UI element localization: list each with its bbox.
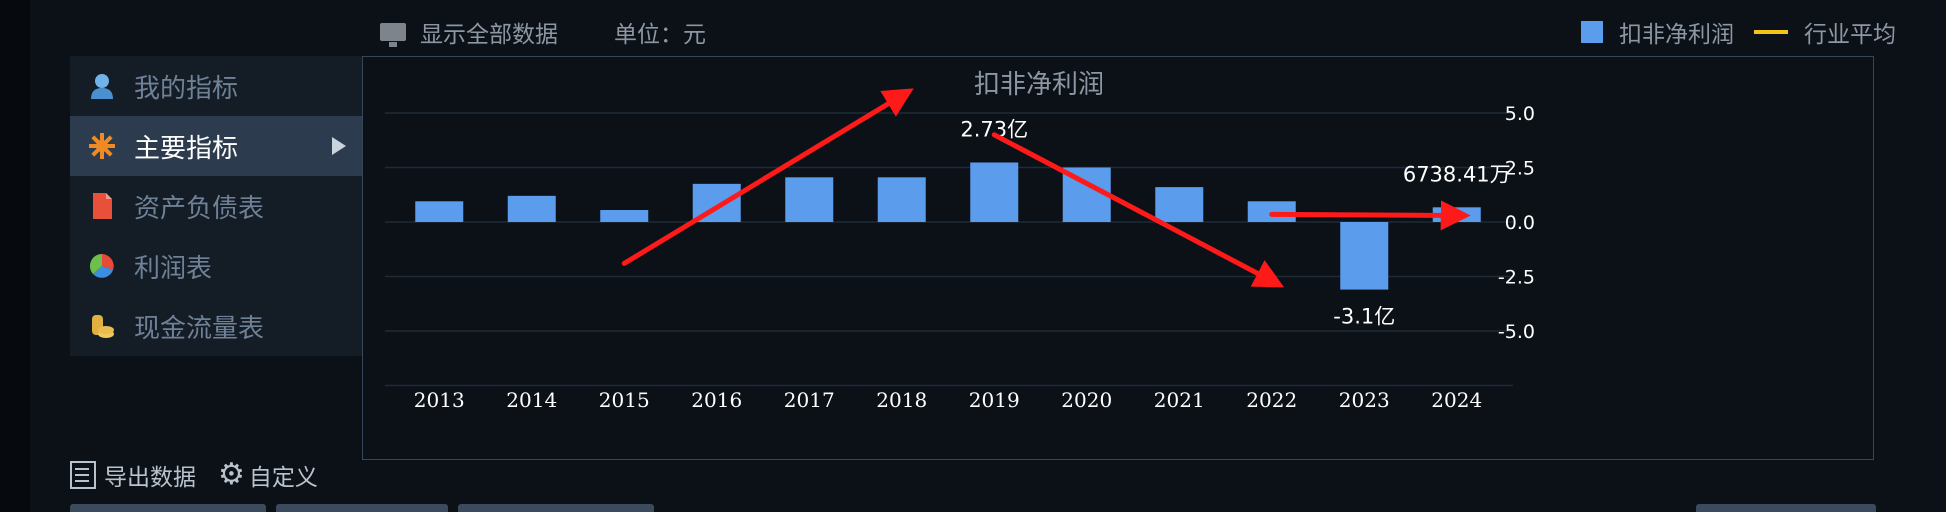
sidebar-item-label: 资产负债表 (134, 193, 265, 224)
sidebar-item-main-indicators[interactable]: 主要指标 (70, 116, 362, 176)
x-tick-label: 2014 (506, 388, 557, 412)
sidebar-item-cash-flow[interactable]: 现金流量表 (70, 296, 362, 356)
legend-bar-label[interactable]: 扣非净利润 (1619, 22, 1734, 48)
unit-label: 单位：元 (614, 22, 706, 48)
y-tick-label: 0.0 (1505, 212, 1535, 234)
annotation-arrow (991, 132, 1285, 288)
spreadsheet-icon (70, 461, 96, 489)
customize-button[interactable]: ⚙ 自定义 (218, 458, 318, 492)
legend-line-swatch[interactable] (1754, 30, 1788, 34)
show-all-data-toggle[interactable]: 显示全部数据 (420, 22, 558, 48)
bar-2019[interactable] (970, 162, 1019, 222)
export-data-label: 导出数据 (104, 465, 196, 491)
bar-2023[interactable] (1340, 222, 1389, 290)
export-data-button[interactable]: 导出数据 (70, 458, 196, 492)
x-tick-label: 2024 (1431, 388, 1482, 412)
sidebar-item-income-statement[interactable]: 利润表 (70, 236, 362, 296)
bottom-tabs-strip (70, 504, 1876, 512)
indicator-sidebar: 我的指标 主要指标 资产负债表 (70, 56, 362, 356)
chart-legend: 扣非净利润 行业平均 (1581, 12, 1896, 52)
bar-2013[interactable] (415, 201, 464, 222)
bar-2022[interactable] (1247, 201, 1296, 222)
sidebar-item-balance-sheet[interactable]: 资产负债表 (70, 176, 362, 236)
x-tick-label: 2020 (1061, 388, 1112, 412)
x-tick-label: 2015 (599, 388, 650, 412)
sidebar-item-label: 利润表 (134, 253, 213, 284)
bottom-toolbar: 导出数据 ⚙ 自定义 (70, 458, 340, 492)
x-tick-label: 2019 (969, 388, 1020, 412)
data-label-2024: 6738.41万 (1403, 162, 1511, 186)
x-tick-label: 2013 (414, 388, 465, 412)
monitor-icon[interactable] (380, 23, 406, 47)
bottom-tab[interactable] (276, 504, 448, 512)
bottom-tab[interactable] (1696, 504, 1876, 512)
legend-bar-swatch[interactable] (1581, 21, 1603, 43)
annotation-arrow (621, 88, 914, 266)
bar-2017[interactable] (785, 177, 834, 222)
annotation-arrow (1269, 200, 1471, 231)
bar-2018[interactable] (877, 177, 926, 222)
y-tick-label: 5.0 (1505, 103, 1535, 125)
x-tick-label: 2021 (1154, 388, 1205, 412)
chart-toolbar: 显示全部数据 单位：元 (380, 12, 706, 52)
pie-chart-icon (89, 253, 114, 278)
document-icon (93, 193, 112, 219)
data-label-2019: 2.73亿 (960, 117, 1028, 141)
chevron-right-icon (332, 137, 346, 155)
chart-title: 扣非净利润 (974, 70, 1104, 100)
bar-2014[interactable] (507, 195, 556, 222)
y-tick-label: -5.0 (1498, 321, 1535, 343)
x-tick-label: 2017 (784, 388, 835, 412)
sidebar-item-label: 主要指标 (134, 133, 239, 164)
y-tick-label: -2.5 (1498, 267, 1535, 289)
bar-chart: 5.0 2.5 0.0 -2.5 -5.0 扣非净利润 2013 2014 2015 2016 20… (385, 70, 1535, 412)
user-icon (91, 74, 113, 99)
x-tick-label: 2022 (1246, 388, 1297, 412)
bottom-tab[interactable] (70, 504, 266, 512)
bar-2021[interactable] (1155, 187, 1204, 222)
sidebar-item-label: 我的指标 (134, 73, 239, 104)
left-edge-panel (0, 0, 30, 512)
bar-2015[interactable] (600, 210, 649, 222)
customize-label: 自定义 (248, 465, 318, 491)
x-tick-label: 2023 (1339, 388, 1390, 412)
chart-panel: 5.0 2.5 0.0 -2.5 -5.0 扣非净利润 2013 2014 2015 2016 20… (362, 56, 1874, 460)
data-label-2023: -3.1亿 (1333, 305, 1395, 329)
x-tick-label: 2016 (691, 388, 742, 412)
gear-icon: ⚙ (218, 457, 245, 492)
sidebar-item-label: 现金流量表 (134, 313, 265, 344)
y-tick-label: 2.5 (1505, 158, 1535, 180)
coins-icon (92, 315, 114, 338)
legend-line-label[interactable]: 行业平均 (1804, 22, 1896, 48)
bottom-tab[interactable] (458, 504, 654, 512)
star-icon (89, 133, 115, 159)
sidebar-item-my-indicators[interactable]: 我的指标 (70, 56, 362, 116)
x-tick-label: 2018 (876, 388, 927, 412)
